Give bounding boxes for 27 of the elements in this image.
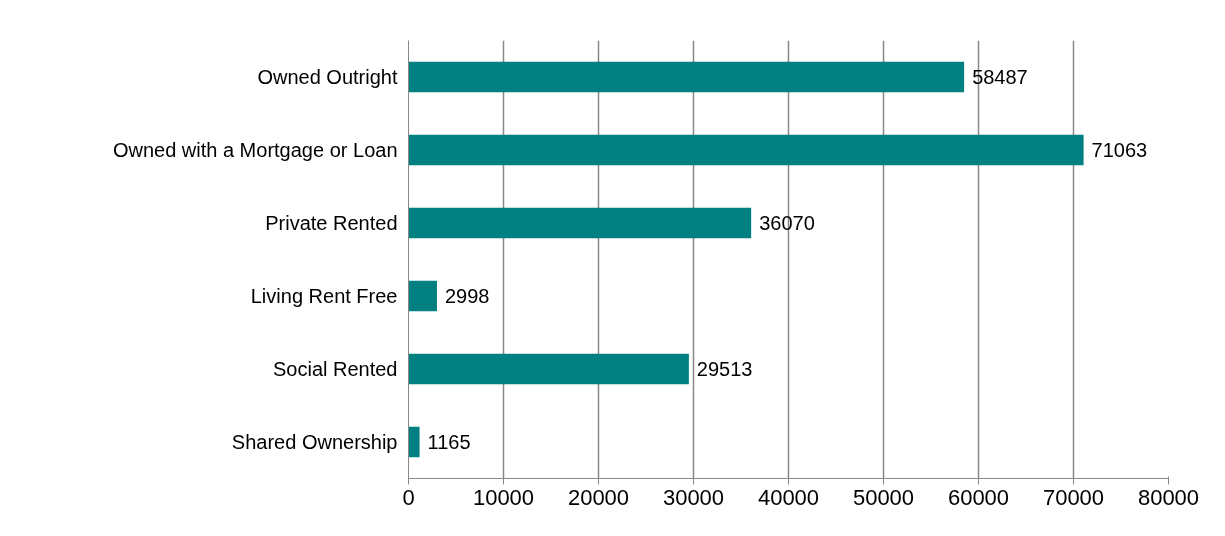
data-label: 1165 bbox=[427, 431, 471, 453]
data-label: 2998 bbox=[444, 285, 490, 307]
bar bbox=[408, 426, 420, 458]
y-tick-label: Shared Ownership bbox=[231, 431, 398, 453]
data-label: 58487 bbox=[972, 66, 1028, 88]
bar bbox=[408, 353, 689, 385]
y-tick-label: Owned with a Mortgage or Loan bbox=[112, 139, 398, 161]
data-label: 36070 bbox=[759, 212, 815, 234]
bar bbox=[408, 207, 752, 239]
x-tick-label: 60000 bbox=[947, 484, 1010, 510]
x-tick-label: 50000 bbox=[852, 484, 915, 510]
bar bbox=[408, 61, 965, 93]
x-tick-label: 20000 bbox=[567, 484, 630, 510]
x-tick-label: 10000 bbox=[472, 484, 535, 510]
x-tick-label: 0 bbox=[402, 484, 415, 510]
x-tick-label: 40000 bbox=[757, 484, 820, 510]
data-label: 29513 bbox=[696, 358, 753, 380]
y-tick-label: Owned Outright bbox=[257, 66, 398, 88]
x-tick-label: 70000 bbox=[1042, 484, 1105, 510]
bar bbox=[408, 280, 437, 312]
data-label: 71063 bbox=[1091, 139, 1148, 161]
y-tick-label: Social Rented bbox=[272, 358, 398, 380]
y-tick-label: Private Rented bbox=[265, 212, 398, 234]
x-tick-label: 30000 bbox=[662, 484, 725, 510]
x-tick-label: 80000 bbox=[1137, 484, 1200, 510]
y-tick-label: Living Rent Free bbox=[250, 285, 398, 307]
bar bbox=[408, 134, 1084, 166]
